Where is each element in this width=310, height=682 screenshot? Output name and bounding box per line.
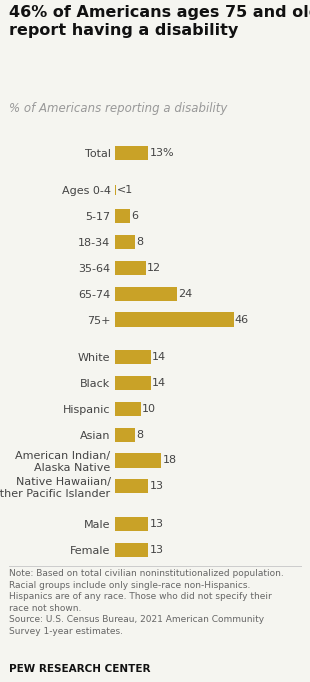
Bar [115, 454, 161, 468]
Bar [115, 350, 151, 364]
Text: 13: 13 [149, 481, 164, 491]
Text: <1: <1 [117, 186, 133, 195]
Bar [115, 517, 148, 531]
Bar [115, 428, 135, 442]
Bar [115, 261, 146, 275]
Bar [115, 479, 148, 494]
Text: 14: 14 [152, 352, 166, 362]
Text: 8: 8 [137, 430, 144, 440]
Text: 46% of Americans ages 75 and older
report having a disability: 46% of Americans ages 75 and older repor… [9, 5, 310, 38]
Text: 10: 10 [142, 404, 156, 414]
Bar [115, 235, 135, 249]
Text: 6: 6 [131, 211, 139, 221]
Text: 13: 13 [149, 519, 164, 529]
Text: 12: 12 [147, 263, 161, 273]
Bar [115, 312, 233, 327]
Text: 24: 24 [178, 288, 192, 299]
Bar [115, 402, 140, 416]
Text: 14: 14 [152, 378, 166, 388]
Bar [115, 376, 151, 390]
Text: 46: 46 [235, 314, 249, 325]
Bar [115, 186, 116, 195]
Text: 13%: 13% [149, 148, 174, 158]
Text: 8: 8 [137, 237, 144, 247]
Text: 18: 18 [162, 456, 177, 466]
Text: Note: Based on total civilian noninstitutionalized population.
Racial groups inc: Note: Based on total civilian noninstitu… [9, 569, 284, 636]
Bar [115, 146, 148, 160]
Bar [115, 209, 130, 223]
Bar [115, 543, 148, 557]
Text: PEW RESEARCH CENTER: PEW RESEARCH CENTER [9, 664, 151, 674]
Text: % of Americans reporting a disability: % of Americans reporting a disability [9, 102, 228, 115]
Text: 13: 13 [149, 545, 164, 554]
Bar [115, 286, 177, 301]
